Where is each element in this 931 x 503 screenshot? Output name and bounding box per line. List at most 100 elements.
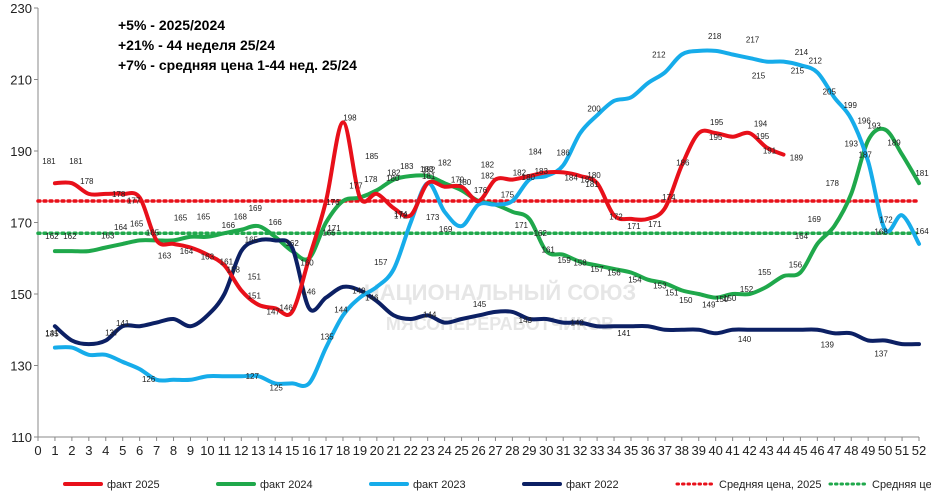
data-label: 146 xyxy=(302,287,316,296)
data-label: 171 xyxy=(648,220,662,229)
data-label: 160 xyxy=(300,258,314,267)
x-tick-label: 3 xyxy=(85,443,92,458)
data-label: 140 xyxy=(738,335,752,344)
data-label: 181 xyxy=(585,180,599,189)
data-label: 186 xyxy=(557,148,571,157)
x-tick-label: 11 xyxy=(218,443,232,458)
data-label: 150 xyxy=(679,296,693,305)
x-tick-label: 14 xyxy=(268,443,282,458)
watermark-line-1: НАЦИОНАЛЬНЫЙ СОЮЗ xyxy=(364,280,636,305)
data-label: 152 xyxy=(740,285,754,294)
x-tick-label: 41 xyxy=(725,443,739,458)
x-tick-label: 35 xyxy=(624,443,638,458)
data-label: 180 xyxy=(386,174,400,183)
data-label: 182 xyxy=(481,172,495,181)
data-label: 186 xyxy=(676,158,690,167)
data-label: 164 xyxy=(180,247,194,256)
data-label: 182 xyxy=(422,166,436,175)
data-label: 195 xyxy=(709,133,723,142)
x-tick-label: 48 xyxy=(844,443,858,458)
data-label: 182 xyxy=(387,169,401,178)
data-label: 168 xyxy=(234,213,248,222)
data-label: 141 xyxy=(617,329,631,338)
data-label: 151 xyxy=(248,272,262,281)
data-label: 195 xyxy=(756,132,770,141)
watermark-line-2: МЯСОПЕРЕРАБОТЧИКОВ xyxy=(386,314,614,334)
x-tick-label: 0 xyxy=(34,443,41,458)
data-label: 146 xyxy=(279,303,293,312)
data-label: 158 xyxy=(227,265,241,274)
y-tick-label: 190 xyxy=(10,144,32,159)
data-label: 164 xyxy=(114,223,128,232)
data-label: 143 xyxy=(519,316,533,325)
x-tick-label: 42 xyxy=(742,443,756,458)
x-tick-label: 49 xyxy=(861,443,875,458)
x-tick-label: 39 xyxy=(692,443,706,458)
data-label: 171 xyxy=(515,221,529,230)
data-label: 183 xyxy=(420,165,434,174)
x-tick-label: 26 xyxy=(471,443,485,458)
data-label: 176 xyxy=(474,186,488,195)
data-label: 173 xyxy=(426,213,440,222)
series-lines xyxy=(52,48,921,388)
data-label: 178 xyxy=(80,177,94,186)
data-label: 187 xyxy=(858,151,872,160)
x-tick-label: 22 xyxy=(403,443,417,458)
data-label: 153 xyxy=(653,281,667,290)
data-label: 184 xyxy=(564,173,578,182)
data-label: 174 xyxy=(662,193,676,202)
data-label: 212 xyxy=(809,56,823,65)
data-label: 181 xyxy=(915,169,929,178)
data-label: 195 xyxy=(710,118,724,127)
annotation-2: +7% - средняя цена 1-44 нед. 25/24 xyxy=(118,57,357,73)
x-tick-label: 36 xyxy=(641,443,655,458)
x-tick-label: 1 xyxy=(51,443,58,458)
data-label: 189 xyxy=(790,154,804,163)
data-label: 185 xyxy=(365,152,379,161)
data-label: 180 xyxy=(587,171,601,180)
data-label: 164 xyxy=(915,227,929,236)
data-label: 162 xyxy=(534,229,548,238)
x-tick-label: 31 xyxy=(556,443,570,458)
data-label: 198 xyxy=(343,113,357,122)
data-label: 165 xyxy=(174,213,188,222)
legend-label-2: факт 2023 xyxy=(413,479,466,491)
data-label: 169 xyxy=(249,204,263,213)
data-label: 157 xyxy=(590,265,604,274)
data-label: 168 xyxy=(874,228,888,237)
data-label: 189 xyxy=(887,139,901,148)
x-tick-label: 16 xyxy=(302,443,316,458)
x-tick-label: 44 xyxy=(776,443,790,458)
x-tick-label: 46 xyxy=(810,443,824,458)
data-label: 139 xyxy=(821,340,835,349)
legend-label-3: факт 2022 xyxy=(566,479,619,491)
data-label: 169 xyxy=(808,215,822,224)
data-label: 177 xyxy=(349,181,363,190)
data-label: 155 xyxy=(758,268,772,277)
data-label: 178 xyxy=(364,175,378,184)
data-label: 151 xyxy=(665,288,679,297)
data-label: 147 xyxy=(267,308,281,317)
data-label: 194 xyxy=(754,120,768,129)
x-tick-label: 34 xyxy=(607,443,621,458)
data-label: 177 xyxy=(127,196,141,205)
watermark: НАЦИОНАЛЬНЫЙ СОЮЗ МЯСОПЕРЕРАБОТЧИКОВ xyxy=(364,280,636,334)
y-tick-label: 170 xyxy=(10,216,32,231)
x-tick-label: 25 xyxy=(454,443,468,458)
x-tick-label: 43 xyxy=(759,443,773,458)
data-label: 212 xyxy=(652,50,666,59)
series-line-3 xyxy=(52,237,921,347)
data-label: 182 xyxy=(438,159,452,168)
data-label: 142 xyxy=(570,319,584,328)
x-tick-label: 8 xyxy=(170,443,177,458)
data-label: 172 xyxy=(879,215,893,224)
x-tick-label: 4 xyxy=(102,443,109,458)
legend-label-4: Средняя цена, 2025 xyxy=(719,479,821,491)
data-label: 181 xyxy=(422,172,436,181)
data-label: 175 xyxy=(501,191,515,200)
data-label: 179 xyxy=(451,175,465,184)
x-tick-label: 23 xyxy=(420,443,434,458)
y-tick-label: 210 xyxy=(10,73,32,88)
data-label: 178 xyxy=(826,179,840,188)
